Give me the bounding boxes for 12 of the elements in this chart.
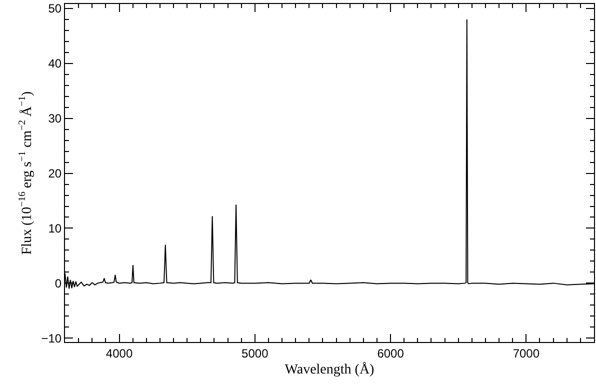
y-tick-label: 20: [48, 166, 62, 180]
x-tick-label: 7000: [512, 346, 540, 360]
y-tick-label: −10: [41, 331, 62, 346]
y-tick-label: 0: [54, 276, 62, 290]
y-tick-label: 50: [48, 2, 62, 16]
y-tick-label: 40: [48, 56, 62, 71]
x-tick-label: 6000: [377, 346, 404, 360]
x-tick-label: 5000: [242, 346, 269, 360]
y-tick-label: 10: [48, 221, 62, 236]
x-tick-label: 4000: [106, 346, 133, 360]
x-axis-title: Wavelength (Å): [284, 362, 375, 378]
y-tick-label: 30: [48, 112, 62, 126]
